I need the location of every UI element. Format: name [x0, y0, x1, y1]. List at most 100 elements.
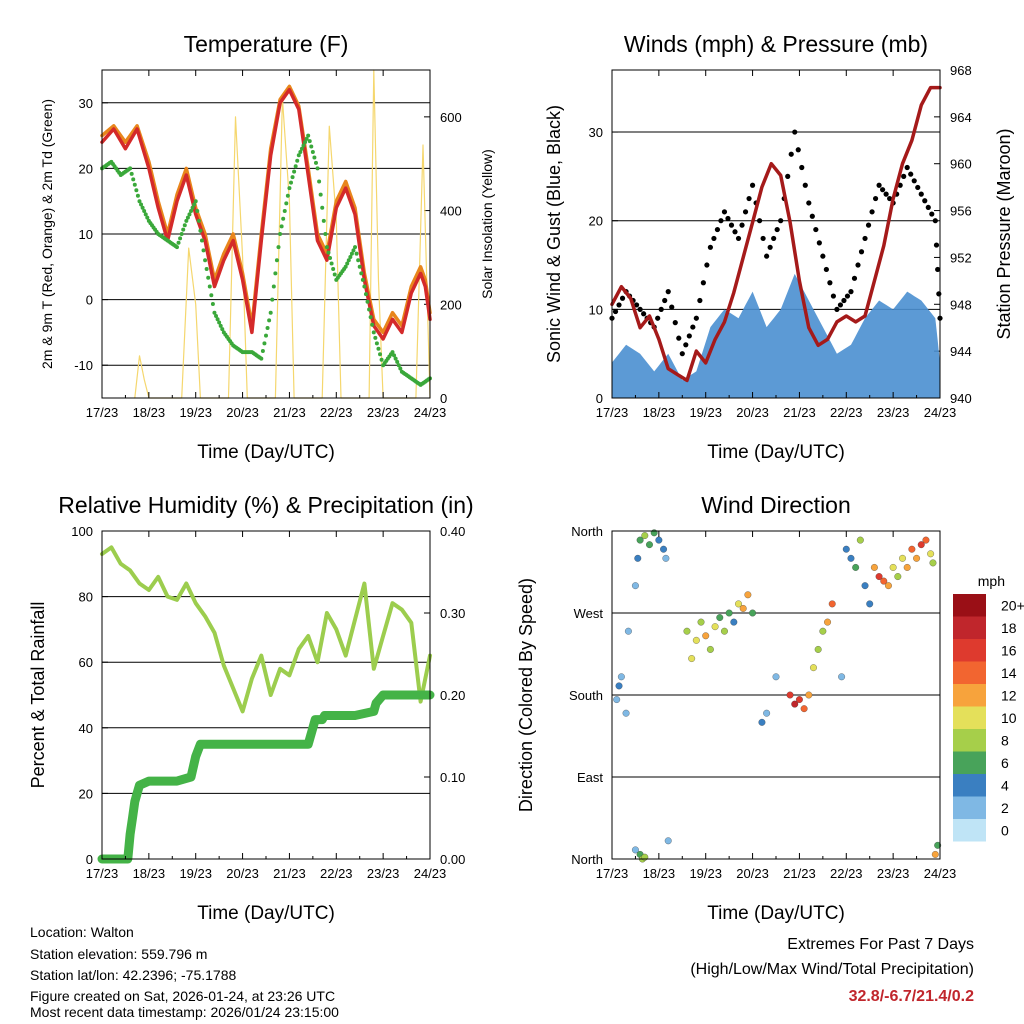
dewpoint-point	[143, 212, 148, 217]
wind-gust-point	[816, 240, 822, 246]
winds-ytick-label: 0	[596, 391, 603, 406]
wind-direction-point	[805, 691, 813, 699]
info-created: Figure created on Sat, 2026-01-24, at 23…	[30, 988, 336, 1004]
colorbar-swatch	[953, 796, 986, 819]
humidity-ylabel: Percent & Total Rainfall	[28, 602, 48, 789]
temperature-y2tick-label: 0	[440, 391, 447, 406]
wind-gust-point	[700, 280, 706, 286]
humidity-xtick-label: 18/23	[133, 866, 166, 881]
wind-direction-point	[824, 618, 831, 626]
humidity-xtick-label: 17/23	[86, 866, 119, 881]
wind-direction-point	[716, 614, 724, 622]
dewpoint-point	[362, 284, 367, 289]
dewpoint-point	[288, 180, 293, 185]
colorbar-swatch	[953, 774, 986, 797]
wind-gust-point	[806, 200, 812, 206]
dewpoint-point	[179, 232, 184, 236]
wind-gust-point	[922, 198, 928, 204]
winds-xlabel: Time (Day/UTC)	[707, 442, 845, 463]
colorbar-label: 16	[1001, 642, 1017, 658]
colorbar-label: 2	[1001, 800, 1009, 816]
dewpoint-point	[378, 352, 383, 357]
dewpoint-point	[351, 248, 356, 253]
dewpoint-point	[195, 209, 200, 214]
dewpoint-point	[295, 158, 300, 163]
dewpoint-point	[348, 254, 353, 259]
dewpoint-point	[214, 314, 219, 318]
wind-gust-point	[918, 191, 924, 197]
colorbar-swatch	[953, 751, 986, 774]
dewpoint-point	[284, 201, 289, 206]
wind-gust-point	[767, 244, 773, 250]
wind-direction-point	[842, 545, 850, 553]
wind-gust-point	[813, 226, 819, 233]
dewpoint-point	[376, 346, 381, 351]
wind-gust-point	[732, 229, 738, 235]
wind-direction-point	[800, 705, 808, 713]
direction-xtick-label: 22/23	[830, 866, 863, 881]
humidity-y2tick-label: 0.10	[440, 770, 465, 785]
colorbar-swatch	[953, 661, 986, 684]
info-recent: Most recent data timestamp: 2026/01/24 2…	[30, 1004, 339, 1020]
temperature-y2tick-label: 400	[440, 204, 462, 219]
humidity-xtick-label: 23/23	[367, 866, 400, 881]
wind-direction-point	[852, 563, 860, 571]
humidity-y2tick-label: 0.20	[440, 688, 465, 703]
winds-title: Winds (mph) & Pressure (mb)	[624, 31, 928, 57]
wind-direction-point	[889, 563, 897, 571]
winds-xtick-label: 22/23	[830, 405, 863, 420]
station-pressure-line	[610, 85, 942, 383]
wind-direction-point	[880, 577, 888, 585]
wind-direction-point	[636, 536, 644, 544]
wind-direction-point	[749, 609, 757, 617]
colorbar-label: 12	[1001, 687, 1017, 703]
wind-direction-point	[662, 554, 670, 562]
wind-gust-point	[855, 262, 861, 268]
wind-direction-point	[903, 563, 911, 571]
wind-direction-point	[617, 673, 625, 681]
direction-ytick-label: South	[569, 688, 603, 703]
wind-gust-point	[865, 222, 872, 228]
wind-gust-point	[690, 324, 696, 330]
humidity-ytick-label: 40	[79, 721, 93, 736]
dewpoint-point	[317, 179, 322, 184]
humidity-plot-area	[102, 531, 430, 859]
dewpoint-point	[374, 341, 379, 346]
winds-y2label: Station Pressure (Maroon)	[994, 128, 1014, 339]
colorbar-label: 4	[1001, 777, 1009, 793]
direction-ytick-label: North	[571, 852, 603, 867]
wind-gust-point	[665, 289, 671, 295]
dewpoint-point	[329, 261, 334, 266]
wind-direction-point	[721, 627, 728, 635]
dewpoint-point	[301, 143, 306, 148]
winds-ytick-label: 20	[589, 214, 603, 229]
wind-gust-point	[848, 289, 854, 295]
wind-direction-point	[646, 541, 653, 549]
dewpoint-point	[345, 261, 350, 266]
wind-direction-point	[885, 582, 892, 590]
winds-xtick-label: 18/23	[643, 405, 676, 420]
wind-direction-point	[634, 554, 642, 562]
wind-direction-point	[856, 536, 864, 544]
dewpoint-point	[273, 271, 278, 276]
dewpoint-point	[193, 199, 198, 204]
info-elevation: Station elevation: 559.796 m	[30, 946, 208, 962]
dewpoint-point	[298, 150, 303, 154]
colorbar-label: 20+	[1001, 597, 1024, 613]
wind-gust-point	[851, 275, 858, 281]
colorbar-swatch	[953, 684, 986, 707]
dewpoint-point	[199, 238, 204, 243]
wind-gust-point	[764, 253, 770, 259]
colorbar-swatch	[953, 616, 986, 639]
direction-xlabel: Time (Day/UTC)	[707, 903, 845, 924]
wind-gust-point	[809, 213, 815, 219]
wind-direction-point	[913, 554, 921, 562]
direction-ytick-label: West	[574, 606, 604, 621]
wind-gust-point	[728, 222, 735, 228]
colorbar-label: 18	[1001, 620, 1017, 636]
dewpoint-point	[145, 215, 150, 220]
temperature-xtick-label: 19/23	[179, 405, 212, 420]
dewpoint-point	[131, 177, 136, 182]
colorbar-label: 6	[1001, 755, 1009, 771]
